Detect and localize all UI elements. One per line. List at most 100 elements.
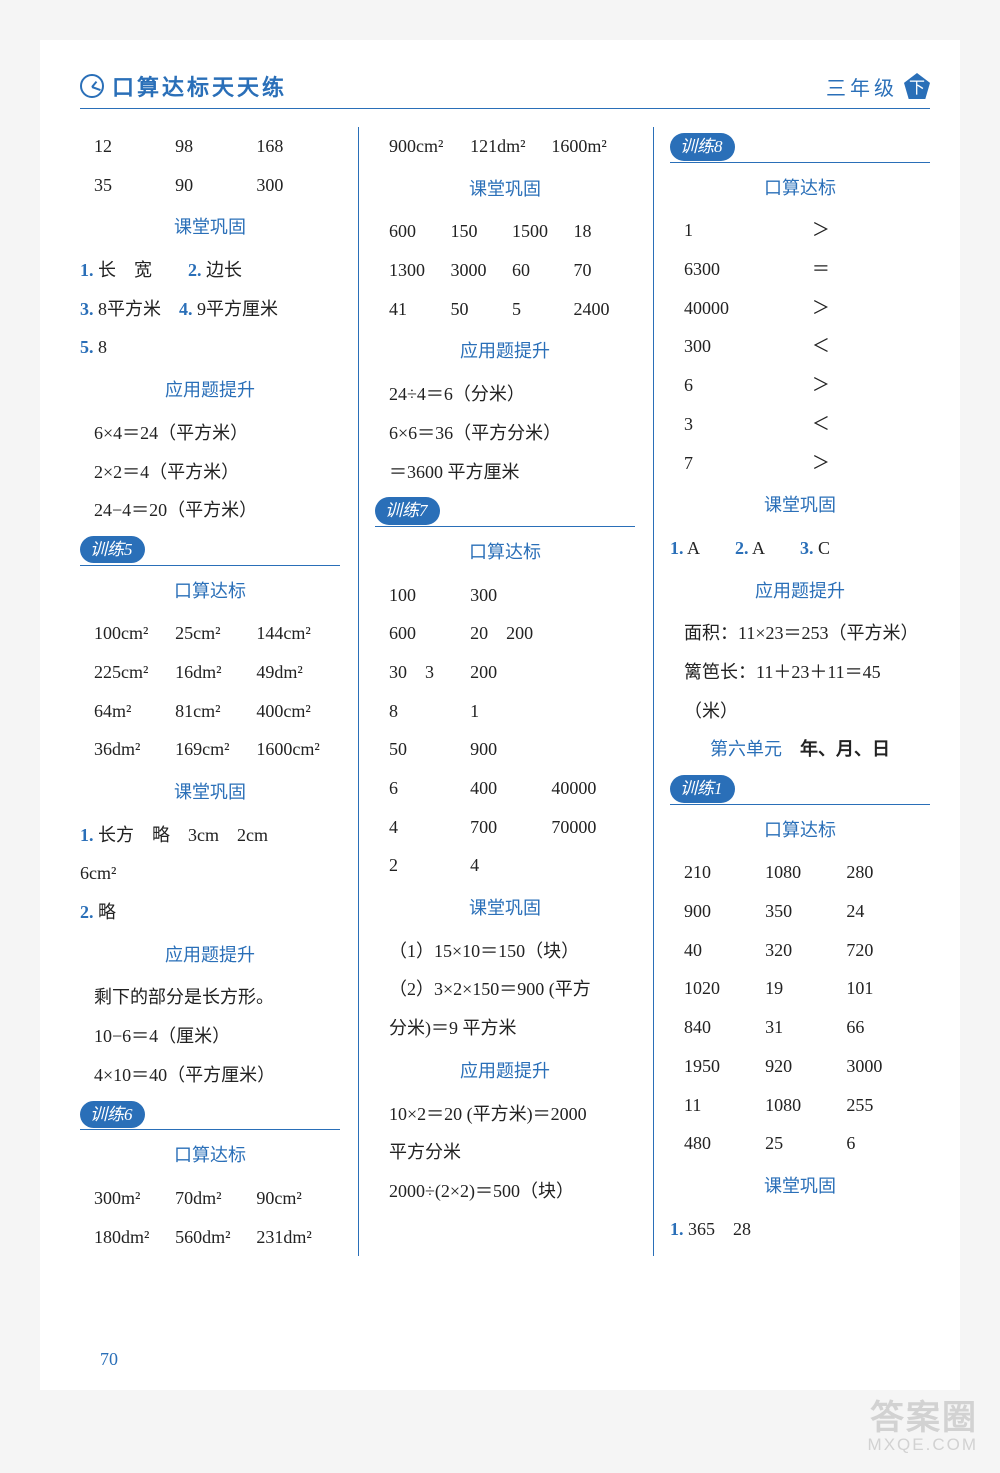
answer-line: 1. 长方 略 3cm 2cm <box>80 816 340 855</box>
cell: 98 <box>175 127 256 166</box>
exercise-badge-5: 训练5 <box>80 536 145 564</box>
column-1: 12981683590300 课堂巩固 1. 长 宽 2. 边长3. 8平方米 … <box>80 127 340 1256</box>
data-row: 300＜ <box>670 327 930 366</box>
section-yingyong: 应用题提升 <box>80 936 340 975</box>
answer-line: 6cm² <box>80 854 340 893</box>
cell: 50 <box>451 290 513 329</box>
cell: 840 <box>684 1008 765 1047</box>
cell <box>551 730 632 769</box>
data-row: 900cm²121dm²1600m² <box>375 127 635 166</box>
data-row: 24 <box>375 846 635 885</box>
cell: 300 <box>470 576 551 615</box>
cell: 3000 <box>451 251 513 290</box>
answer-line: 3. 8平方米 4. 9平方厘米 <box>80 290 340 329</box>
cell: 300 <box>256 166 337 205</box>
section-kousuan: 口算达标 <box>375 533 635 572</box>
section-ketang: 课堂巩固 <box>80 208 340 247</box>
cell: 49dm² <box>256 653 337 692</box>
data-row: 3590300 <box>80 166 340 205</box>
cell: 350 <box>765 892 846 931</box>
cell: 2400 <box>574 290 636 329</box>
watermark-url: MXQE.COM <box>868 1435 978 1455</box>
cell: 400 <box>470 769 551 808</box>
cell: 1020 <box>684 969 765 1008</box>
page-header: 口算达标天天练 三年级 下 <box>80 70 930 109</box>
section-yingyong: 应用题提升 <box>375 332 635 371</box>
cell: 70dm² <box>175 1179 256 1218</box>
text-line: 24−4＝20（平方米） <box>94 491 340 530</box>
cell: 30 3 <box>389 653 470 692</box>
cell: 169cm² <box>175 730 256 769</box>
data-row: 1＞ <box>670 211 930 250</box>
cell <box>551 692 632 731</box>
cell: 36dm² <box>94 730 175 769</box>
section-kousuan: 口算达标 <box>80 1136 340 1175</box>
answer-line: 1. 365 28 <box>670 1210 930 1249</box>
data-row: 40320720 <box>670 931 930 970</box>
section-kousuan: 口算达标 <box>670 169 930 208</box>
text-line: （1）15×10＝150（块） <box>389 932 635 971</box>
cell: 40000 <box>551 769 632 808</box>
section-kousuan: 口算达标 <box>670 811 930 850</box>
cell: 168 <box>256 127 337 166</box>
watermark-text: 答案圈 <box>868 1390 978 1439</box>
cell: 70 <box>574 251 636 290</box>
cell: 720 <box>846 931 927 970</box>
column-3: 训练8 口算达标 1＞6300＝40000＞300＜6＞3＜7＞ 课堂巩固 1.… <box>653 127 930 1256</box>
cell: 1600cm² <box>256 730 337 769</box>
data-row: 111080255 <box>670 1086 930 1125</box>
data-row: 40000＞ <box>670 289 930 328</box>
data-row: 470070000 <box>375 808 635 847</box>
cell: 1500 <box>512 212 574 251</box>
data-row: 36dm²169cm²1600cm² <box>80 730 340 769</box>
data-row: 300m²70dm²90cm² <box>80 1179 340 1218</box>
cell: 5 <box>512 290 574 329</box>
cell: 90cm² <box>256 1179 337 1218</box>
answer-line: 1. 长 宽 2. 边长 <box>80 251 340 290</box>
cell: 1300 <box>389 251 451 290</box>
data-row: 60020 200 <box>375 614 635 653</box>
section-kousuan: 口算达标 <box>80 572 340 611</box>
cell: 41 <box>389 290 451 329</box>
cell: 2 <box>389 846 470 885</box>
cell: 100 <box>389 576 470 615</box>
volume-badge: 下 <box>904 73 930 99</box>
data-row: 100cm²25cm²144cm² <box>80 614 340 653</box>
cell: 255 <box>846 1086 927 1125</box>
cell: 1 <box>470 692 551 731</box>
cell: 60 <box>512 251 574 290</box>
data-row: 480256 <box>670 1124 930 1163</box>
cell: 20 200 <box>470 614 551 653</box>
cell: 231dm² <box>256 1218 337 1257</box>
cell: 600 <box>389 614 470 653</box>
data-row: 19509203000 <box>670 1047 930 1086</box>
cell: 1950 <box>684 1047 765 1086</box>
watermark: 答案圈 MXQE.COM <box>868 1390 978 1455</box>
cell: 16dm² <box>175 653 256 692</box>
cell: 180dm² <box>94 1218 175 1257</box>
exercise-badge-6: 训练6 <box>80 1101 145 1129</box>
section-yingyong: 应用题提升 <box>80 371 340 410</box>
cell: 560dm² <box>175 1218 256 1257</box>
cell: 900 <box>470 730 551 769</box>
cell: 480 <box>684 1124 765 1163</box>
grade-label: 三年级 <box>826 72 898 101</box>
cell: 225cm² <box>94 653 175 692</box>
text-line: 2000÷(2×2)＝500（块） <box>389 1172 635 1211</box>
data-row: 8403166 <box>670 1008 930 1047</box>
cell: 31 <box>765 1008 846 1047</box>
text-line: 分米)＝9 平方米 <box>389 1009 635 1048</box>
answer-line: 1. A 2. A 3. C <box>670 529 930 568</box>
cell: 4 <box>389 808 470 847</box>
data-row: 3＜ <box>670 405 930 444</box>
cell: 64m² <box>94 692 175 731</box>
text-line: ＝3600 平方厘米 <box>389 453 635 492</box>
data-row: 7＞ <box>670 444 930 483</box>
cell: 18 <box>574 212 636 251</box>
cell <box>551 614 632 653</box>
section-ketang: 课堂巩固 <box>375 170 635 209</box>
text-line: 平方分米 <box>389 1133 635 1172</box>
cell: 8 <box>389 692 470 731</box>
cell: 25cm² <box>175 614 256 653</box>
cell <box>551 846 632 885</box>
